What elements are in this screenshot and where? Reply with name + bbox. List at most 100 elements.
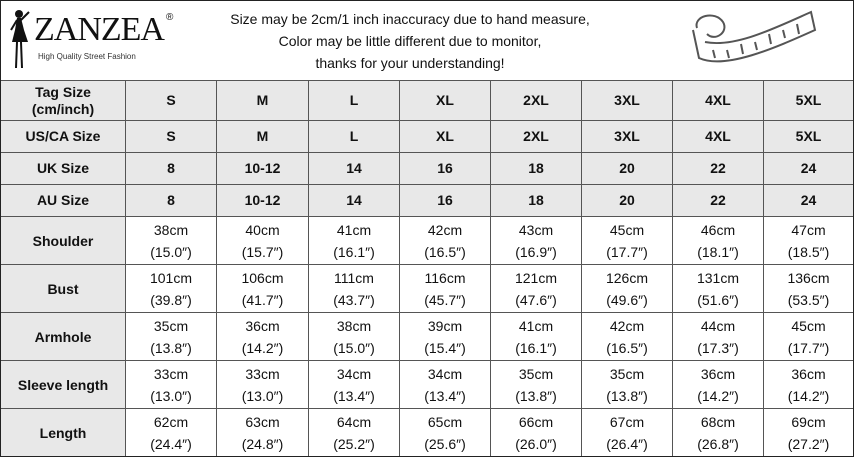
measurement-row: Bust 101cm (39.8″) 106cm (41.7″) 111cm (43.7″)… [0,264,854,313]
measurement-label: Sleeve length [0,360,126,409]
inch-value: (25.6″) [424,435,466,452]
row-label-text: US/CA Size [25,128,101,144]
inch-value: (26.8″) [697,435,739,452]
inch-value: (13.0″) [241,387,284,404]
size-cell: 20 [581,184,673,217]
cm-value: 45cm [791,317,826,334]
inch-value: (16.1″) [515,339,557,356]
cm-value: 42cm [427,221,463,238]
inch-value: (15.0″) [333,339,375,356]
size-cell: 8 [125,152,217,185]
size-cell: 3XL [581,80,673,121]
inch-value: (13.0″) [150,387,192,404]
measurement-cell: 111cm (43.7″) [308,264,400,313]
inch-value: (25.2″) [333,435,375,452]
inch-value: (14.2″) [787,387,830,404]
inch-value: (16.5″) [424,243,466,260]
header-banner: ZANZEA ® High Quality Street Fashion Siz… [0,0,852,81]
size-cell: 5XL [763,80,854,121]
inch-value: (15.4″) [424,339,466,356]
inch-value: (53.5″) [787,291,830,308]
size-cell: L [308,120,400,153]
measurement-cell: 34cm (13.4″) [308,360,400,409]
cm-value: 33cm [153,365,189,382]
brand-tagline: High Quality Street Fashion [38,52,136,61]
inch-value: (49.6″) [606,291,648,308]
measurement-cell: 67cm (26.4″) [581,408,673,457]
cm-value: 44cm [700,317,736,334]
cm-value: 116cm [424,269,466,286]
cm-value: 41cm [336,221,372,238]
size-cell: 18 [490,152,582,185]
measurement-cell: 42cm (16.5″) [399,216,491,265]
inch-value: (13.4″) [333,387,375,404]
inch-value: (13.8″) [515,387,557,404]
size-row: US/CA Size S M L XL 2XL 3XL 4XL 5XL [0,120,854,153]
size-row: AU Size 8 10-12 14 16 18 20 22 24 [0,184,854,217]
measurement-row: Sleeve length 33cm (13.0″) 33cm (13.0″) 34cm (… [0,360,854,409]
size-cell: S [125,80,217,121]
inch-value: (17.7″) [606,243,648,260]
measurement-cell: 36cm (14.2″) [672,360,764,409]
measurement-cell: 36cm (14.2″) [216,312,309,361]
inch-value: (15.7″) [241,243,284,260]
measurement-cell: 35cm (13.8″) [125,312,217,361]
measurement-label: Bust [0,264,126,313]
cm-value: 38cm [153,221,189,238]
cm-value: 38cm [336,317,372,334]
cm-value: 43cm [518,221,554,238]
measurement-cell: 65cm (25.6″) [399,408,491,457]
size-cell: 10-12 [216,152,309,185]
measuring-tape-icon [692,10,817,63]
size-cell: 16 [399,152,491,185]
measurement-cell: 41cm (16.1″) [308,216,400,265]
inch-value: (14.2″) [241,339,284,356]
inch-value: (17.3″) [697,339,739,356]
inch-value: (16.9″) [515,243,557,260]
measurement-cell: 44cm (17.3″) [672,312,764,361]
row-label: US/CA Size [0,120,126,153]
measurement-row: Shoulder 38cm (15.0″) 40cm (15.7″) 41cm (16.1″… [0,216,854,265]
measurement-cell: 45cm (17.7″) [763,312,854,361]
cm-value: 121cm [514,269,558,286]
size-chart-table: Tag Size (cm/inch) S M L XL 2XL 3XL 4XL 5XL US/CA … [0,80,854,457]
measurement-cell: 66cm (26.0″) [490,408,582,457]
inch-value: (13.4″) [424,387,466,404]
inch-value: (13.8″) [606,387,648,404]
size-cell: 5XL [763,120,854,153]
measurement-cell: 35cm (13.8″) [490,360,582,409]
size-cell: 14 [308,184,400,217]
measurement-cell: 36cm (14.2″) [763,360,854,409]
size-cell: 16 [399,184,491,217]
measurement-cell: 33cm (13.0″) [216,360,309,409]
measurement-cell: 35cm (13.8″) [581,360,673,409]
inch-value: (17.7″) [787,339,830,356]
inch-value: (47.6″) [515,291,557,308]
measurement-cell: 106cm (41.7″) [216,264,309,313]
measurement-cell: 131cm (51.6″) [672,264,764,313]
size-cell: 22 [672,152,764,185]
cm-value: 33cm [245,365,280,382]
row-label: Tag Size (cm/inch) [0,80,126,121]
size-cell: 20 [581,152,673,185]
inch-value: (24.8″) [241,435,284,452]
size-cell: M [216,80,309,121]
inch-value: (15.0″) [150,243,192,260]
notice-line: thanks for your understanding! [315,55,505,71]
size-row: Tag Size (cm/inch) S M L XL 2XL 3XL 4XL 5XL [0,80,854,121]
measurement-cell: 34cm (13.4″) [399,360,491,409]
size-cell: 24 [763,152,854,185]
cm-value: 34cm [427,365,463,382]
row-label-text: UK Size [36,160,90,176]
inch-value: (45.7″) [424,291,466,308]
measurement-cell: 64cm (25.2″) [308,408,400,457]
measurement-cell: 38cm (15.0″) [308,312,400,361]
measurement-label: Armhole [0,312,126,361]
cm-value: 126cm [605,269,649,286]
cm-value: 47cm [791,221,826,238]
cm-value: 35cm [518,365,554,382]
notice-line: Color may be little different due to mon… [278,33,542,49]
cm-value: 41cm [518,317,554,334]
inch-value: (26.4″) [606,435,648,452]
inch-value: (27.2″) [787,435,830,452]
